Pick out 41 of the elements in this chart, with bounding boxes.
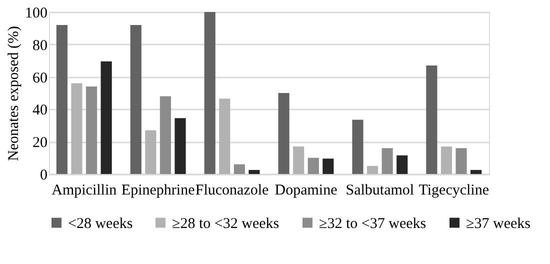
bar bbox=[396, 155, 408, 174]
bar bbox=[86, 86, 98, 174]
bar bbox=[308, 158, 319, 174]
x-tick-label: Dopamine bbox=[274, 182, 338, 198]
y-tick-label: 100 bbox=[25, 6, 48, 22]
y-tick-label: 80 bbox=[32, 38, 48, 54]
bar bbox=[130, 24, 142, 174]
legend-label: <28 weeks bbox=[68, 216, 133, 232]
y-tick-label: 20 bbox=[32, 135, 48, 152]
legend-label: ≥32 to <37 weeks bbox=[319, 216, 426, 232]
x-tick-label: Tigecycline bbox=[418, 182, 490, 198]
bar bbox=[426, 65, 438, 174]
x-tick-label: Salbutamol bbox=[346, 182, 414, 198]
bar bbox=[382, 148, 393, 174]
bar bbox=[174, 118, 186, 174]
bar bbox=[322, 158, 334, 174]
y-axis-title: Neonates exposed (%) bbox=[6, 26, 22, 161]
legend-label: ≥28 to <32 weeks bbox=[172, 216, 280, 232]
bar bbox=[56, 24, 68, 174]
x-tick-label: Ampicillin bbox=[52, 182, 118, 198]
bar bbox=[248, 170, 260, 174]
bar bbox=[293, 146, 304, 174]
x-tick-label: Epinephrine bbox=[121, 182, 196, 198]
bar bbox=[366, 166, 378, 174]
bar bbox=[456, 148, 467, 174]
bar bbox=[100, 61, 112, 174]
bar bbox=[470, 170, 482, 174]
bar bbox=[160, 96, 172, 174]
bar bbox=[352, 120, 364, 174]
y-tick-label: 0 bbox=[40, 168, 48, 184]
x-tick-label: Fluconazole bbox=[195, 182, 270, 198]
bar bbox=[234, 164, 245, 174]
bar bbox=[204, 12, 216, 174]
bar bbox=[440, 146, 452, 174]
bar bbox=[71, 83, 82, 174]
y-tick-label: 40 bbox=[32, 102, 48, 119]
bar bbox=[278, 93, 290, 174]
legend-label: ≥37 weeks bbox=[466, 216, 531, 232]
bar bbox=[219, 98, 230, 174]
y-tick-label: 60 bbox=[32, 70, 48, 86]
bar bbox=[145, 130, 156, 174]
